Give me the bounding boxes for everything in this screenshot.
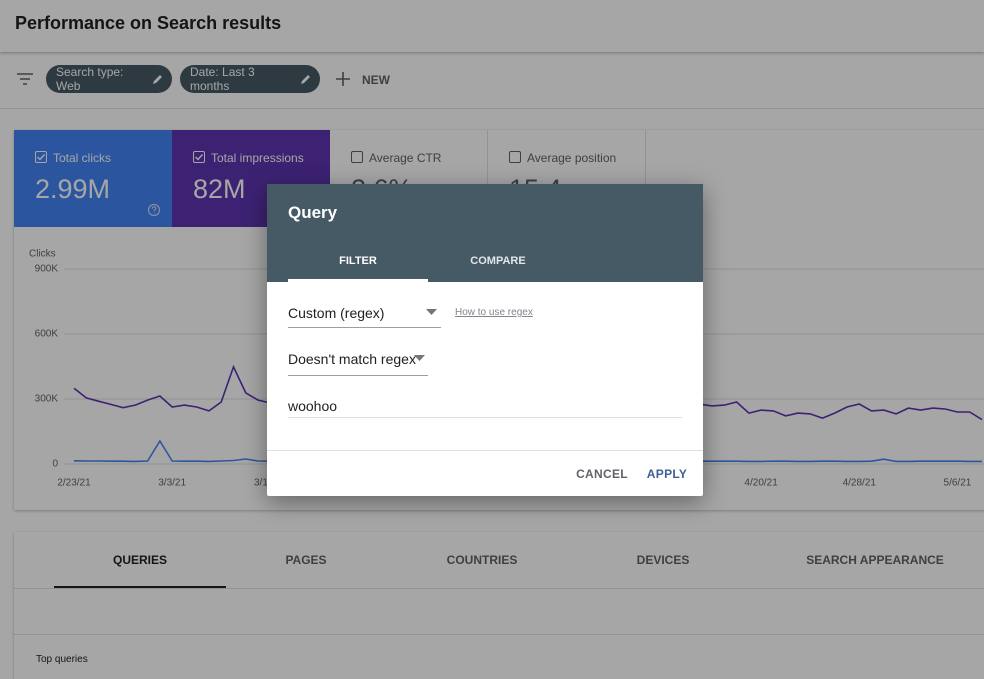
query-dialog: Query FILTER COMPARE Custom (regex) How … [267,184,703,496]
regex-input[interactable]: woohoo [288,398,338,414]
chip-label: Search type: Web [56,65,124,93]
apply-button[interactable]: APPLY [646,467,688,481]
x-tick-label: 2/23/21 [57,478,91,489]
dialog-tab[interactable]: FILTER [339,255,377,267]
metric-tile[interactable]: Total clicks 2.99M [14,130,172,227]
new-filter-button[interactable]: NEW [362,73,390,87]
tab[interactable]: DEVICES [636,553,690,567]
metric-label: Average position [527,151,617,165]
select-underline [288,327,441,328]
dropdown-arrow [414,355,425,361]
check-mark [37,154,46,161]
y-tick-label: 900K [35,264,59,275]
tab[interactable]: COUNTRIES [446,553,518,567]
filter-chip[interactable]: Date: Last 3 months [180,65,320,93]
tab[interactable]: PAGES [285,553,327,567]
table-title: Top queries [36,654,88,665]
divider [267,450,703,451]
y-axis-title: Clicks [29,249,56,260]
y-tick-label: 0 [52,459,58,470]
help-link[interactable]: How to use regex [455,307,533,318]
edit-icon [300,74,310,84]
checkbox[interactable] [509,151,521,163]
y-tick-label: 600K [35,329,59,340]
divider [14,588,984,589]
match-type-select[interactable]: Custom (regex) [288,305,385,321]
divider [0,108,984,109]
check-path [195,154,204,161]
checkbox[interactable] [193,151,205,163]
tab-indicator [54,586,226,588]
tab[interactable]: QUERIES [112,553,168,567]
x-tick-label: 4/20/21 [744,478,778,489]
y-tick-label: 300K [35,394,59,405]
check-path [37,154,46,161]
chip-label: Date: Last 3 months [190,65,255,93]
metric-label: Total impressions [211,151,304,165]
metric-label: Average CTR [369,151,442,165]
dropdown-arrow [426,309,437,315]
dialog-title: Query [288,203,338,222]
dialog-header: Query FILTER COMPARE [267,184,703,282]
metric-value: 2.99M [35,174,111,204]
plus-icon[interactable] [336,72,350,86]
checkbox[interactable] [35,151,47,163]
checkbox[interactable] [351,151,363,163]
input-underline [288,417,682,418]
metric-value: 82M [193,174,246,204]
help-icon[interactable] [147,203,161,217]
x-tick-label: 4/28/21 [843,478,877,489]
divider [14,634,984,635]
cancel-button[interactable]: CANCEL [576,467,628,481]
operator-select[interactable]: Doesn't match regex [288,351,416,367]
tab[interactable]: SEARCH APPEARANCE [806,553,944,567]
check-mark [195,154,204,161]
x-tick-label: 3/3/21 [158,478,186,489]
metric-label: Total clicks [53,151,112,165]
dialog-tab[interactable]: COMPARE [470,255,526,267]
tab-indicator [288,279,428,282]
page-title: Performance on Search results [15,13,282,33]
filter-icon[interactable] [17,73,33,85]
x-tick-label: 5/6/21 [944,478,972,489]
select-underline [288,375,428,376]
edit-icon [152,74,162,84]
filter-chip[interactable]: Search type: Web [46,65,172,93]
header-bar: Performance on Search results [0,0,984,52]
